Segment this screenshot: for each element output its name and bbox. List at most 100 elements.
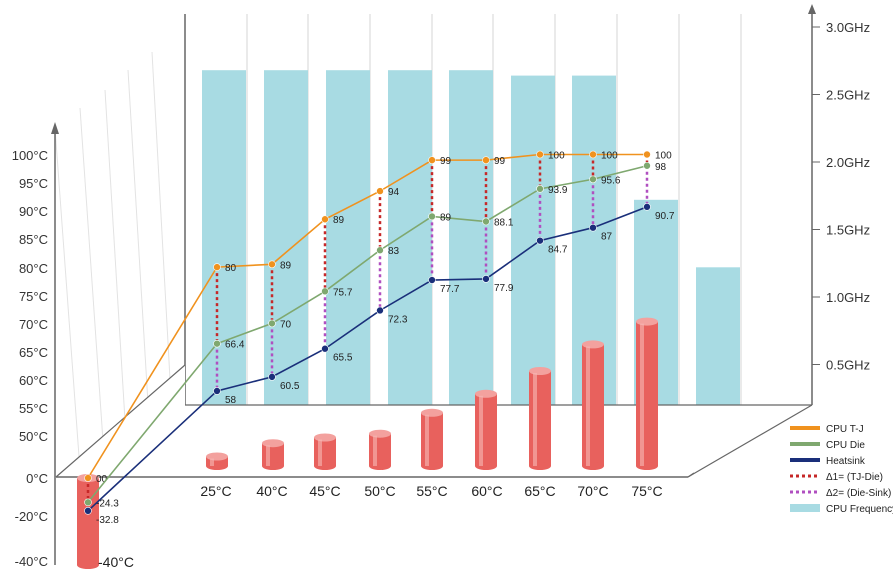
x-tick-label: 25°C — [200, 483, 231, 499]
data-label: 58 — [225, 395, 237, 406]
right-tick-label: 3.0GHz — [826, 20, 870, 35]
cylinder-base — [475, 462, 497, 470]
series-point — [482, 217, 490, 226]
x-tick-label: 75°C — [631, 483, 662, 499]
data-label: 95.6 — [601, 175, 621, 186]
ambient-cylinder — [475, 389, 497, 470]
x-tick-label: 45°C — [309, 483, 340, 499]
cylinder-body — [369, 433, 391, 466]
right-tick-label: 2.0GHz — [826, 155, 870, 170]
series-point — [213, 387, 221, 395]
series-point — [536, 150, 544, 159]
series-point — [428, 212, 436, 221]
floor-right-edge — [687, 404, 813, 478]
cylinder-highlight — [373, 435, 377, 466]
data-label: 89 — [440, 212, 452, 223]
cylinder-top — [314, 433, 336, 442]
data-label: -24.3 — [96, 498, 119, 509]
cylinder-base — [582, 462, 604, 470]
data-label: 90.7 — [655, 211, 675, 222]
cylinder-base — [421, 462, 443, 470]
floor-left-edge — [55, 364, 186, 478]
data-label: 98 — [655, 162, 667, 173]
left-tick-label: -40°C — [15, 554, 48, 569]
left-tick-label: 95°C — [19, 176, 48, 191]
left-tick-label: -20°C — [15, 509, 48, 524]
data-label: 84.7 — [548, 245, 568, 256]
series-point — [321, 344, 329, 353]
series-point — [84, 474, 92, 482]
frequency-bar — [388, 70, 432, 435]
series-point — [213, 263, 221, 271]
series-point — [536, 185, 544, 193]
cylinder-highlight — [479, 395, 483, 466]
series-point — [643, 203, 651, 211]
x-tick-label: 50°C — [364, 483, 395, 499]
left-tick-label: 65°C — [19, 345, 48, 360]
series-point — [589, 175, 597, 184]
data-label: 83 — [388, 246, 400, 257]
cylinder-base — [369, 462, 391, 470]
series-point — [589, 150, 597, 159]
cylinder-highlight — [586, 346, 590, 466]
data-label: 77.9 — [494, 283, 514, 294]
cylinder-top — [529, 367, 551, 375]
cylinder-base — [636, 462, 658, 470]
x-tick-label: 65°C — [524, 483, 555, 499]
series-point — [268, 319, 276, 328]
series-point — [428, 276, 436, 284]
cylinder-body — [421, 412, 443, 466]
legend-label: CPU Die — [826, 440, 865, 451]
data-label: 70 — [280, 319, 292, 330]
series-point — [482, 275, 490, 283]
data-label: 99 — [440, 156, 452, 167]
cylinder-body — [77, 478, 99, 565]
data-label: 100 — [601, 151, 618, 162]
cylinder-base — [262, 462, 284, 470]
ambient-cylinder — [262, 439, 284, 470]
ambient-cylinder — [206, 452, 228, 470]
series-point — [482, 156, 490, 164]
legend-label: CPU Frequency — [826, 504, 893, 515]
series-point — [376, 306, 384, 315]
cylinder-highlight — [210, 458, 214, 466]
series-point — [376, 246, 384, 255]
cylinder-highlight — [266, 445, 270, 466]
series-point — [321, 215, 329, 224]
data-label: 100 — [655, 151, 672, 162]
right-axis-arrow — [808, 4, 816, 14]
cylinder-highlight — [533, 373, 537, 466]
cylinder-body — [475, 393, 497, 466]
left-tick-label: 100°C — [12, 148, 48, 163]
cylinder-top — [421, 408, 443, 417]
cylinder-top — [582, 340, 604, 349]
data-label: 66.4 — [225, 340, 245, 351]
left-tick-label: 85°C — [19, 232, 48, 247]
floor-corner — [687, 472, 695, 478]
cylinder-top — [262, 439, 284, 448]
right-tick-label: 2.5GHz — [826, 88, 870, 103]
ambient-cylinder — [314, 433, 336, 470]
cylinder-body — [582, 344, 604, 466]
series-point — [84, 506, 92, 515]
data-label: 100 — [548, 151, 565, 162]
legend-swatch — [790, 504, 820, 512]
ambient-cylinder — [369, 429, 391, 470]
series-point — [428, 156, 436, 164]
cylinder-top — [636, 317, 658, 326]
left-tick-label: 50°C — [19, 429, 48, 444]
series-point — [643, 150, 651, 159]
cylinder-base — [206, 462, 228, 470]
data-label: 94 — [388, 187, 400, 198]
cylinder-highlight — [425, 414, 429, 466]
left-tick-label: 80°C — [19, 261, 48, 276]
series-line-2 — [87, 206, 648, 512]
left-axis-arrow — [51, 122, 59, 134]
series-point — [213, 339, 221, 348]
right-tick-label: 1.5GHz — [826, 223, 870, 238]
x-tick-label: -40°C — [98, 554, 134, 570]
left-tick-label: 70°C — [19, 317, 48, 332]
series-point — [268, 373, 276, 381]
